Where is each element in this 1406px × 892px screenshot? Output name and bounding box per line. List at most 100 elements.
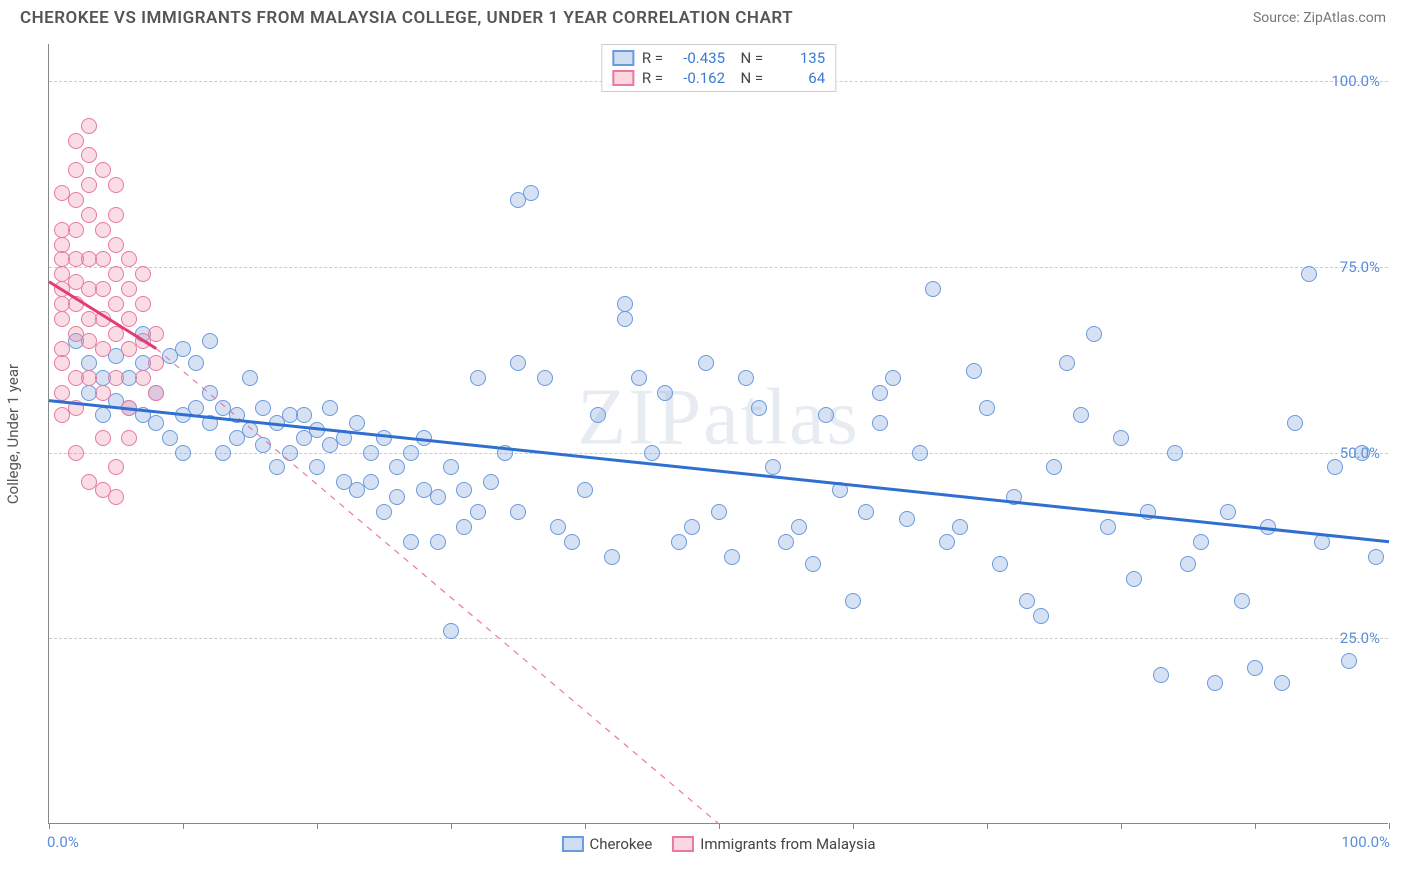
data-point: [1207, 675, 1223, 691]
data-point: [108, 296, 124, 312]
data-point: [363, 474, 379, 490]
data-point: [510, 355, 526, 371]
data-point: [430, 534, 446, 550]
data-point: [255, 437, 271, 453]
data-point: [1354, 445, 1370, 461]
data-point: [456, 519, 472, 535]
x-tick: [317, 823, 318, 829]
x-tick: [1389, 823, 1390, 829]
data-point: [604, 549, 620, 565]
data-point: [1126, 571, 1142, 587]
x-tick: [853, 823, 854, 829]
data-point: [229, 407, 245, 423]
data-point: [403, 445, 419, 461]
data-point: [872, 385, 888, 401]
data-point: [108, 489, 124, 505]
data-point: [1073, 407, 1089, 423]
data-point: [1301, 266, 1317, 282]
data-point: [68, 296, 84, 312]
data-point: [1113, 430, 1129, 446]
data-point: [912, 445, 928, 461]
data-point: [81, 118, 97, 134]
data-point: [1260, 519, 1276, 535]
data-point: [95, 222, 111, 238]
legend-item-cherokee: Cherokee: [561, 835, 652, 853]
x-tick: [719, 823, 720, 829]
data-point: [175, 445, 191, 461]
legend-row-malaysia: R = -0.162 N = 64: [612, 69, 825, 87]
data-point: [778, 534, 794, 550]
grid-line: [49, 267, 1388, 268]
data-point: [322, 400, 338, 416]
data-point: [1314, 534, 1330, 550]
r-label: R =: [642, 49, 663, 67]
data-point: [95, 430, 111, 446]
data-point: [242, 422, 258, 438]
data-point: [68, 192, 84, 208]
x-tick: [585, 823, 586, 829]
data-point: [510, 192, 526, 208]
correlation-legend: R = -0.435 N = 135 R = -0.162 N = 64: [601, 44, 836, 92]
data-point: [403, 534, 419, 550]
data-point: [1234, 593, 1250, 609]
data-point: [68, 133, 84, 149]
y-tick-label: 75.0%: [1340, 258, 1380, 276]
data-point: [724, 549, 740, 565]
data-point: [242, 370, 258, 386]
n-label: N =: [733, 69, 763, 87]
data-point: [1033, 608, 1049, 624]
x-axis-max-label: 100.0%: [1341, 833, 1390, 851]
data-point: [108, 370, 124, 386]
data-point: [818, 407, 834, 423]
data-point: [845, 593, 861, 609]
data-point: [54, 407, 70, 423]
data-point: [309, 459, 325, 475]
data-point: [1193, 534, 1209, 550]
data-point: [162, 430, 178, 446]
chart-header: CHEROKEE VS IMMIGRANTS FROM MALAYSIA COL…: [0, 0, 1406, 32]
legend-swatch-malaysia: [672, 836, 694, 852]
data-point: [1006, 489, 1022, 505]
n-value-cherokee: 135: [771, 49, 825, 67]
x-axis-min-label: 0.0%: [47, 833, 79, 851]
data-point: [456, 482, 472, 498]
data-point: [939, 534, 955, 550]
data-point: [309, 422, 325, 438]
data-point: [1287, 415, 1303, 431]
data-point: [1059, 355, 1075, 371]
data-point: [121, 400, 137, 416]
data-point: [296, 407, 312, 423]
data-point: [590, 407, 606, 423]
data-point: [805, 556, 821, 572]
data-point: [215, 445, 231, 461]
r-label: R =: [642, 69, 663, 87]
data-point: [95, 407, 111, 423]
scatter-chart: College, Under 1 year ZIPatlas R = -0.43…: [48, 44, 1388, 824]
data-point: [1019, 593, 1035, 609]
y-axis-title: College, Under 1 year: [4, 363, 22, 503]
data-point: [135, 266, 151, 282]
data-point: [175, 341, 191, 357]
data-point: [899, 511, 915, 527]
data-point: [81, 147, 97, 163]
data-point: [148, 415, 164, 431]
data-point: [1220, 504, 1236, 520]
data-point: [430, 489, 446, 505]
data-point: [54, 237, 70, 253]
data-point: [497, 445, 513, 461]
data-point: [202, 415, 218, 431]
data-point: [1368, 549, 1384, 565]
watermark: ZIPatlas: [577, 372, 860, 463]
data-point: [148, 355, 164, 371]
data-point: [671, 534, 687, 550]
data-point: [858, 504, 874, 520]
n-label: N =: [733, 49, 763, 67]
data-point: [121, 281, 137, 297]
data-point: [108, 237, 124, 253]
data-point: [135, 296, 151, 312]
data-point: [684, 519, 700, 535]
data-point: [188, 355, 204, 371]
data-point: [81, 370, 97, 386]
x-tick: [1121, 823, 1122, 829]
data-point: [1327, 459, 1343, 475]
